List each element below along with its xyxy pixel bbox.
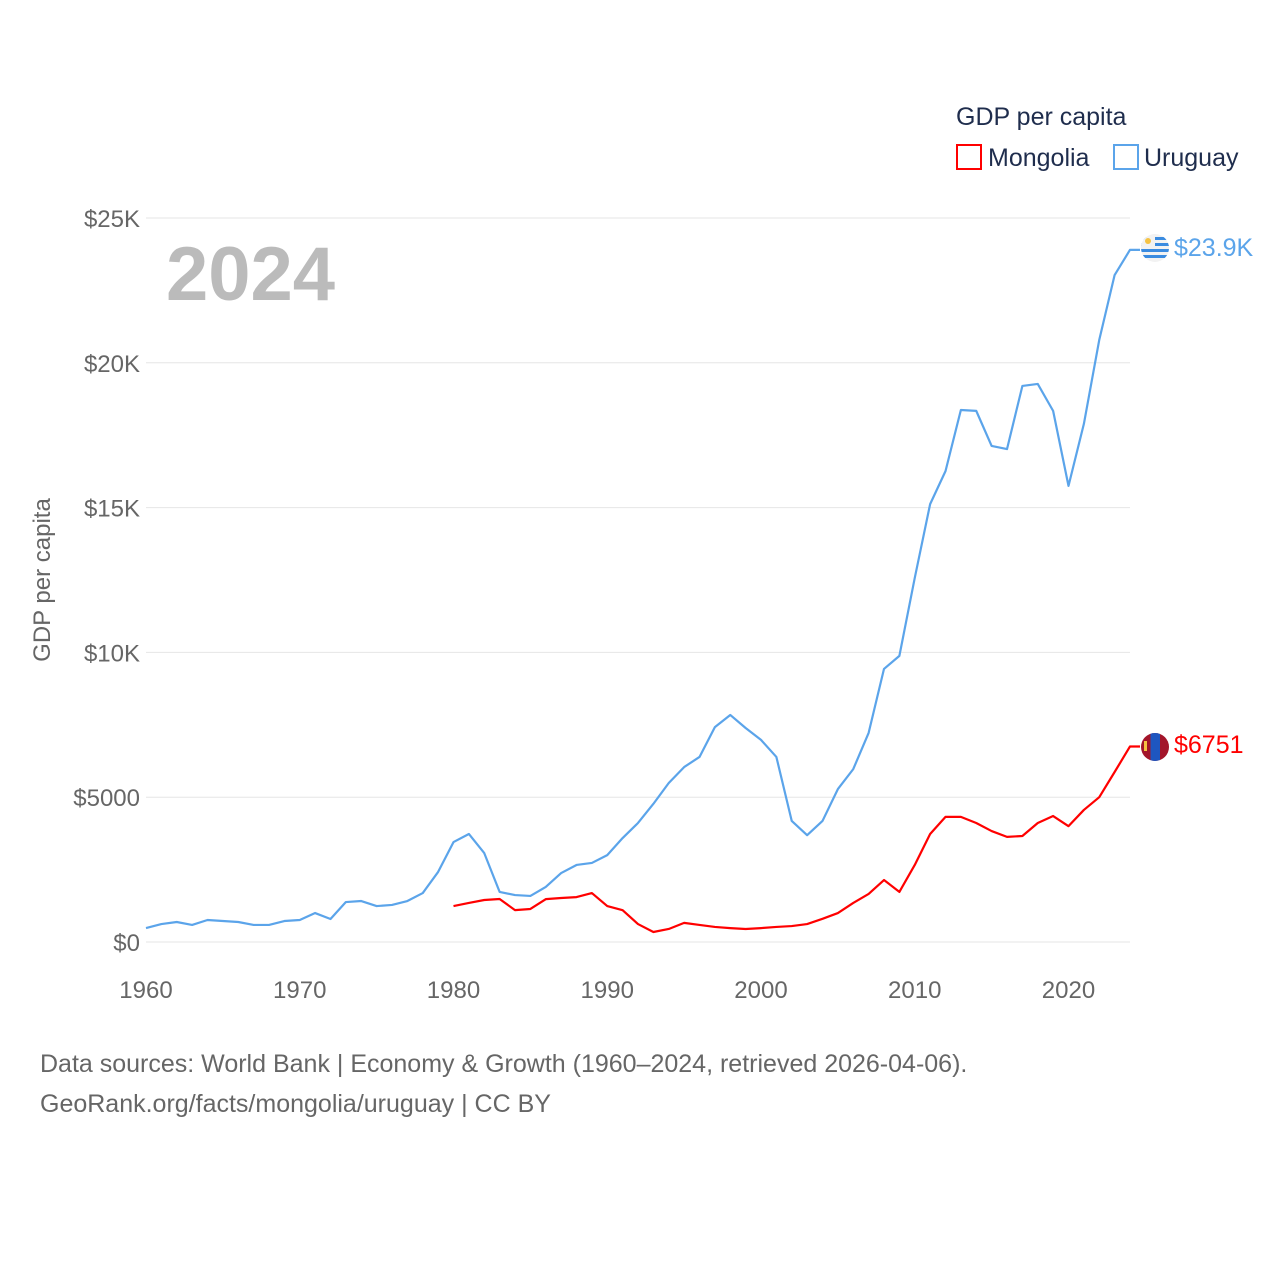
mongolia-flag-icon [1141,733,1169,761]
data-source-text: Data sources: World Bank | Economy & Gro… [40,1050,968,1078]
legend-label-mongolia[interactable]: Mongolia [988,144,1090,172]
x-tick-label: 1980 [427,977,480,1004]
x-tick-label: 2000 [734,977,787,1004]
year-label: 2024 [166,232,335,317]
end-label-mongolia: $6751 [1174,731,1244,759]
series-line-uruguay [145,248,1140,930]
legend-label-uruguay[interactable]: Uruguay [1144,144,1239,172]
series-line-mongolia [453,745,1140,934]
x-axis: 1960 1970 1980 1990 2000 2010 2020 [119,977,1095,1004]
legend-swatch-mongolia[interactable] [956,144,982,170]
legend-swatch-uruguay[interactable] [1113,144,1139,170]
uruguay-flag-icon [1141,234,1169,262]
x-tick-label: 1960 [119,977,172,1004]
y-tick-label: $25K [84,206,140,233]
end-labels: $23.9K $6751 [1174,234,1254,759]
y-tick-label: $5000 [73,785,140,812]
end-label-uruguay: $23.9K [1174,234,1254,262]
legend: GDP per capita Mongolia Uruguay [956,103,1239,172]
y-tick-label: $10K [84,640,140,667]
x-tick-label: 1990 [581,977,634,1004]
footer: Data sources: World Bank | Economy & Gro… [40,1044,967,1124]
y-tick-label: $15K [84,496,140,523]
y-tick-label: $20K [84,351,140,378]
y-axis: $0 $5000 $10K $15K $20K $25K [73,206,140,957]
grid-lines [146,217,1130,943]
y-axis-label: GDP per capita [29,498,56,662]
series-lines [145,248,1140,934]
x-tick-label: 2010 [888,977,941,1004]
legend-title: GDP per capita [956,103,1127,131]
x-tick-label: 1970 [273,977,326,1004]
x-tick-label: 2020 [1042,977,1095,1004]
attribution-link[interactable]: GeoRank.org/facts/mongolia/uruguay | CC … [40,1090,551,1118]
y-tick-label: $0 [113,930,140,957]
